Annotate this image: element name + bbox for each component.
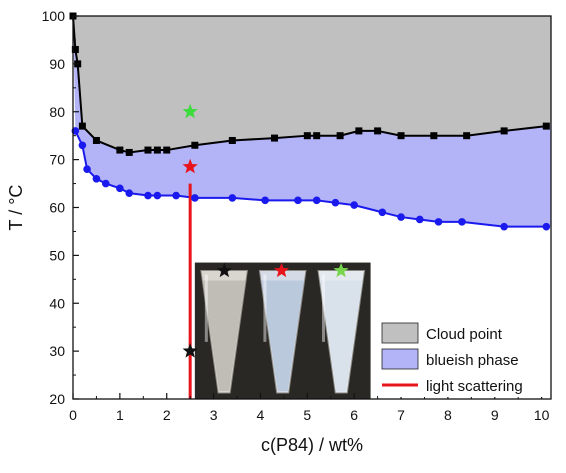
y-tick-label: 40 (49, 295, 65, 311)
x-tick-label: 6 (350, 407, 358, 423)
cloud-point-marker (191, 141, 199, 149)
cloud-point-marker (397, 132, 405, 140)
blueish-phase-marker (542, 222, 551, 231)
cloud-point-marker (542, 122, 550, 130)
x-tick-label: 0 (69, 407, 77, 423)
vial-liquid-3 (320, 280, 363, 391)
blueish-phase-marker (434, 218, 443, 226)
y-tick-label: 20 (49, 391, 65, 407)
y-axis-title: T / °C (6, 185, 26, 231)
y-tick-label: 60 (49, 200, 65, 216)
blueish-phase-marker (191, 194, 199, 202)
blueish-phase-marker (312, 196, 321, 205)
vial-liquid-1 (202, 280, 246, 391)
y-tick-label: 30 (49, 343, 65, 359)
blueish-phase-marker (83, 165, 91, 173)
cloud-point-marker (430, 132, 438, 140)
x-tick-label: 3 (210, 407, 218, 423)
cloud-point-marker (500, 127, 508, 135)
blueish-phase-marker (350, 201, 358, 209)
cloud-point-marker (163, 146, 171, 154)
blueish-phase-marker (294, 196, 302, 205)
legend-label-2: blueish phase (426, 352, 519, 369)
y-tick-label: 80 (49, 104, 65, 120)
blueish-phase-area (73, 16, 551, 227)
cloud-point-marker (144, 146, 152, 154)
cloud-point-marker (116, 146, 124, 154)
cloud-point-marker (374, 127, 382, 135)
blueish-phase-marker (92, 174, 101, 183)
blueish-phase-marker (500, 222, 508, 231)
vial-glint-2 (263, 274, 267, 342)
legend-swatch-1 (381, 322, 419, 344)
inset-photo (194, 262, 371, 399)
vial-glint-3 (322, 274, 325, 342)
inset-star-2 (273, 262, 290, 278)
blueish-phase-marker (102, 179, 110, 188)
y-tick-label: 90 (49, 56, 65, 72)
x-tick-label: 1 (116, 407, 124, 423)
x-tick-label: 4 (257, 407, 265, 423)
blueish-phase-marker (125, 189, 134, 197)
legend: Cloud point blueish phase light scattering (378, 319, 550, 397)
star-layer (182, 103, 198, 358)
legend-swatch-2 (381, 348, 419, 370)
blueish-phase-marker (331, 198, 340, 207)
cloud-point-marker (71, 46, 79, 54)
blueish-phase-marker (397, 213, 405, 221)
x-tick-label: 9 (491, 407, 499, 423)
star-marker-3 (182, 343, 198, 358)
vial-liquid-2 (261, 280, 304, 391)
blueish-phase-marker (144, 191, 152, 200)
cloud-point-marker (78, 122, 86, 130)
x-tick-label: 7 (397, 407, 405, 423)
fill-layer (73, 16, 551, 227)
cloud-point-marker (313, 132, 321, 140)
x-tick-label: 5 (303, 407, 311, 423)
blueish-phase-marker (153, 191, 162, 200)
x-tick-label: 10 (534, 407, 550, 423)
x-tick-label: 8 (444, 407, 452, 423)
cloud-point-marker (228, 136, 236, 144)
blueish-phase-marker (378, 208, 387, 217)
cloud-point-marker (336, 132, 344, 140)
blueish-phase-marker (172, 191, 180, 200)
marker-layer (69, 12, 551, 231)
y-tick-label: 70 (49, 152, 65, 168)
x-axis-title: c(P84) / wt% (261, 435, 363, 455)
x-tick-label: 2 (163, 407, 171, 423)
blueish-phase-marker (228, 194, 237, 202)
inset-star-3 (333, 262, 349, 278)
legend-label-1: Cloud point (426, 326, 503, 343)
blueish-phase-marker (78, 141, 87, 150)
y-tick-label: 100 (42, 8, 66, 24)
blueish-phase-marker (415, 215, 424, 224)
star-marker-1 (182, 103, 198, 119)
cloud-point-marker (355, 127, 363, 135)
blueish-phase-marker (261, 196, 269, 205)
cloud-point-marker (463, 132, 471, 140)
blueish-phase-marker (116, 184, 124, 193)
cloud-point-marker (271, 134, 279, 142)
cloud-point-marker (153, 146, 161, 154)
star-marker-2 (182, 158, 198, 174)
y-tick-label: 50 (49, 247, 65, 263)
blueish-phase-marker (458, 218, 466, 226)
cloud-point-marker (125, 148, 133, 156)
cloud-point-area (73, 16, 551, 153)
cloud-point-marker (303, 132, 311, 140)
cloud-point-marker (92, 136, 100, 144)
tick-layer: 0 1 2 3 4 5 6 7 8 9 10 20 30 40 50 60 70 80 90 100 (42, 8, 550, 423)
legend-label-3: light scattering (426, 378, 523, 395)
inset-star-1 (216, 262, 232, 278)
vial-glint-1 (204, 274, 208, 342)
